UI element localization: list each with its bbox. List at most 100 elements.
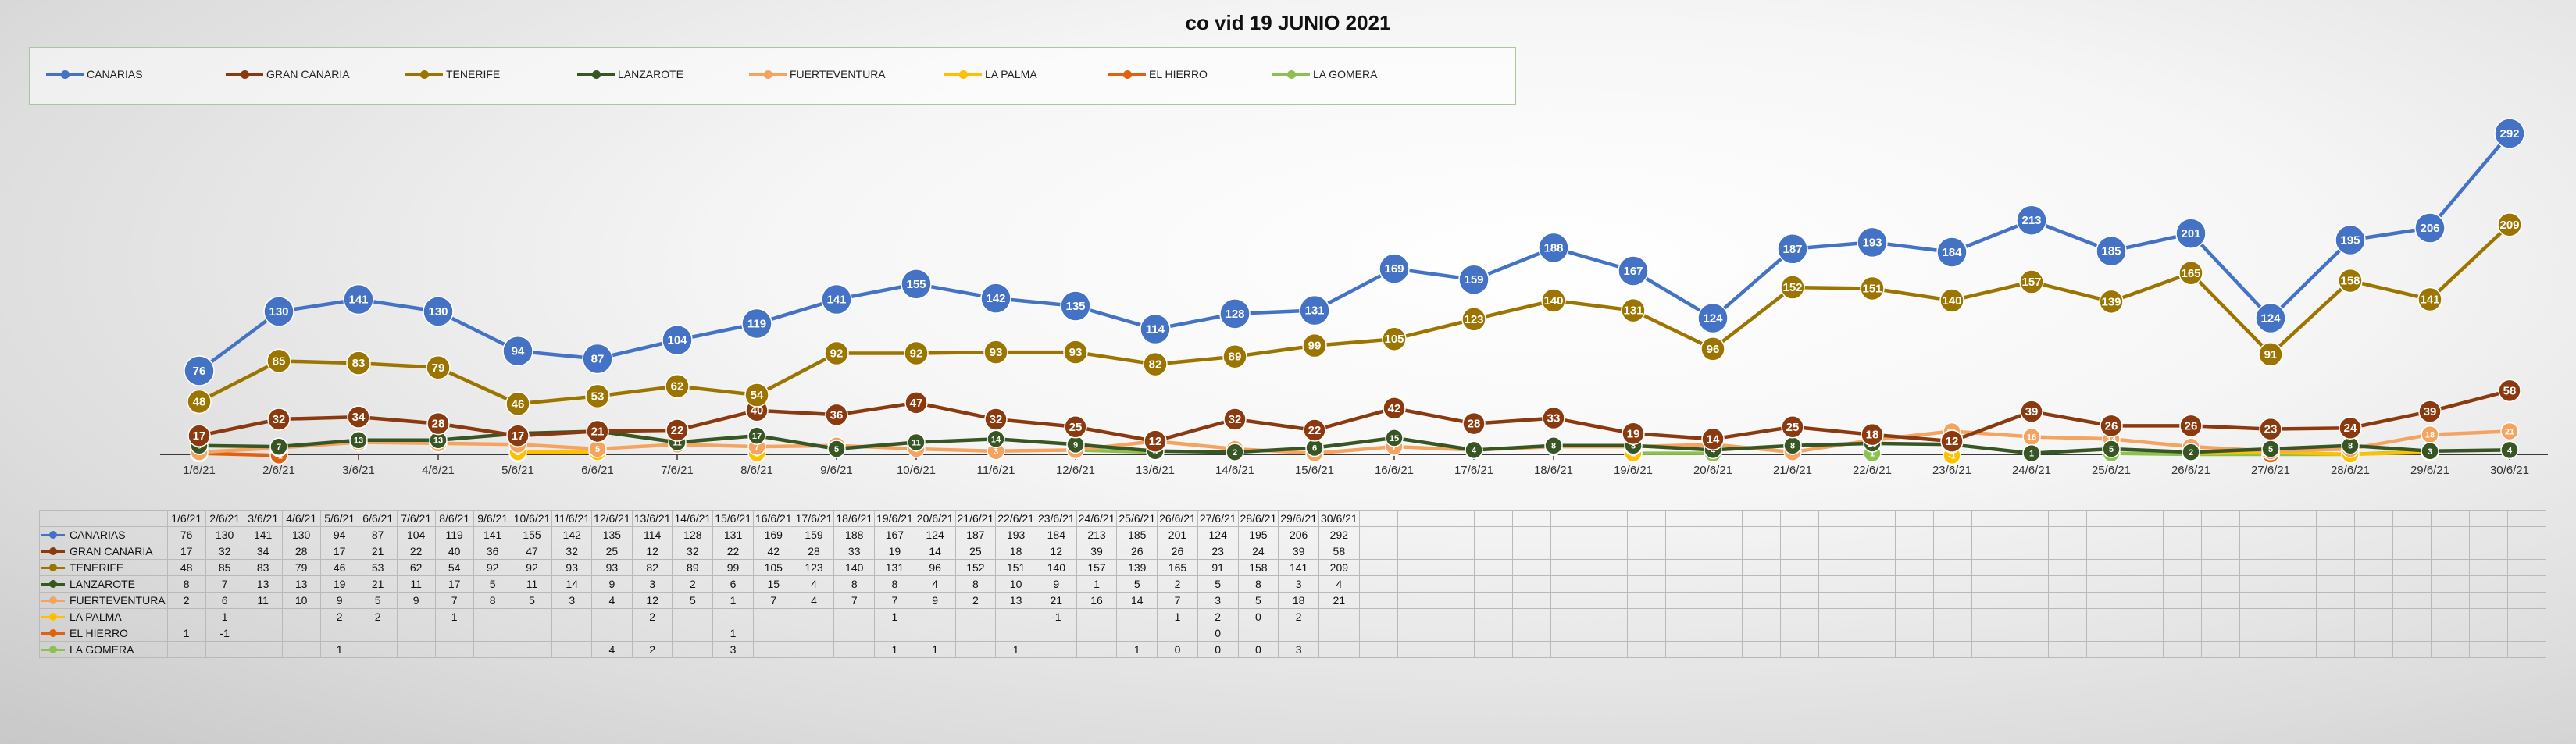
table-header-cell: 13/6/21 xyxy=(631,510,673,527)
data-label: 33 xyxy=(1547,412,1561,425)
table-header-cell: 3/6/21 xyxy=(243,510,283,527)
data-label: 11 xyxy=(673,439,682,448)
table-cell xyxy=(793,641,835,658)
table-cell: 3 xyxy=(1278,575,1319,593)
data-label: 58 xyxy=(2503,384,2517,397)
empty-cell xyxy=(1358,625,1398,642)
data-point xyxy=(907,433,926,452)
data-point xyxy=(901,269,932,300)
empty-cell xyxy=(1932,592,1972,609)
table-cell: 9 xyxy=(396,592,436,609)
data-point xyxy=(426,411,450,436)
data-point xyxy=(1143,351,1168,377)
table-cell: 1 xyxy=(874,641,915,658)
data-label: 184 xyxy=(1942,246,1962,259)
data-label: 24 xyxy=(2344,422,2357,435)
x-tick-label: 9/6/21 xyxy=(820,464,853,477)
table-cell: 9 xyxy=(591,575,633,593)
data-label: 79 xyxy=(432,361,445,375)
table-row: CANARIAS 76 130 141 130 94 87 104 119 141 155 142 13… xyxy=(39,526,2546,543)
table-cell xyxy=(1237,625,1279,642)
empty-cell xyxy=(1856,526,1896,543)
data-label: 47 xyxy=(910,397,923,410)
data-label: 104 xyxy=(667,334,687,347)
data-point xyxy=(2096,235,2127,267)
empty-cell xyxy=(1971,641,2010,658)
data-label: 17 xyxy=(752,432,762,441)
data-point xyxy=(2500,440,2519,460)
empty-cell xyxy=(2353,510,2393,527)
data-label: 3 xyxy=(2428,447,2432,457)
data-label: 12 xyxy=(1946,435,1959,448)
data-point xyxy=(2497,212,2522,237)
table-cell: 158 xyxy=(1237,559,1279,576)
empty-cell xyxy=(1894,526,1934,543)
empty-cell xyxy=(2468,575,2508,593)
table-cell: 3 xyxy=(1197,592,1239,609)
data-label: 99 xyxy=(1308,340,1322,353)
empty-cell xyxy=(2239,559,2278,576)
data-label: 130 xyxy=(269,305,288,319)
table-cell: 54 xyxy=(434,559,474,576)
table-cell: 11 xyxy=(396,575,436,593)
empty-cell xyxy=(2277,559,2317,576)
table-cell xyxy=(1318,641,1360,658)
empty-cell xyxy=(1818,592,1857,609)
empty-cell xyxy=(1435,559,1475,576)
empty-cell xyxy=(1818,543,1857,560)
empty-cell xyxy=(2085,592,2125,609)
data-label: 28 xyxy=(1468,418,1481,431)
table-header-cell: 27/6/21 xyxy=(1197,510,1239,527)
x-tick-label: 20/6/21 xyxy=(1693,464,1732,477)
table-cell: 2 xyxy=(1197,608,1239,625)
data-point xyxy=(346,351,371,376)
table-cell: 47 xyxy=(511,543,553,560)
data-label: 36 xyxy=(830,408,844,422)
data-label: 11 xyxy=(912,439,921,448)
table-cell: 2 xyxy=(631,641,673,658)
empty-cell xyxy=(1779,641,1819,658)
empty-cell xyxy=(1358,543,1398,560)
data-point xyxy=(269,437,288,456)
data-point xyxy=(2414,212,2446,244)
data-label: 1 xyxy=(2029,450,2034,459)
table-cell: 5 xyxy=(672,592,714,609)
data-point xyxy=(426,355,451,380)
empty-cell xyxy=(1932,543,1972,560)
empty-cell xyxy=(1473,559,1513,576)
empty-cell xyxy=(1550,526,1589,543)
empty-cell xyxy=(2392,559,2432,576)
empty-cell xyxy=(2085,559,2125,576)
data-point xyxy=(1144,429,1167,453)
empty-cell xyxy=(1894,559,1934,576)
data-label: 213 xyxy=(2021,214,2041,227)
table-cell: -1 xyxy=(205,625,244,642)
empty-cell xyxy=(1741,608,1781,625)
table-cell: 1 xyxy=(166,625,206,642)
empty-cell xyxy=(1588,625,1628,642)
x-tick-label: 30/6/21 xyxy=(2490,464,2529,477)
table-cell: 17 xyxy=(319,543,359,560)
data-label: 8 xyxy=(2348,442,2353,451)
empty-cell xyxy=(1626,543,1666,560)
empty-cell xyxy=(2506,526,2546,543)
empty-cell xyxy=(1932,625,1972,642)
empty-cell xyxy=(2124,641,2164,658)
empty-cell xyxy=(2315,641,2355,658)
data-label: 5 xyxy=(2268,445,2273,454)
table-cell: 140 xyxy=(833,559,876,576)
data-point xyxy=(1697,302,1729,334)
data-point xyxy=(184,355,215,386)
empty-cell xyxy=(1664,510,1704,527)
table-cell: 25 xyxy=(954,543,997,560)
empty-cell xyxy=(2085,625,2125,642)
table-cell xyxy=(672,625,714,642)
empty-cell xyxy=(1550,543,1589,560)
empty-cell xyxy=(1397,592,1436,609)
empty-cell xyxy=(2047,608,2087,625)
series-tenerife: 48 85 83 79 46 53 62 54 92 92 93 93 82 89 99 105 123 140 1… xyxy=(187,212,2522,417)
data-point xyxy=(1936,237,1968,268)
table-cell: 92 xyxy=(473,559,512,576)
data-label: 83 xyxy=(352,357,366,370)
table-cell xyxy=(396,625,436,642)
